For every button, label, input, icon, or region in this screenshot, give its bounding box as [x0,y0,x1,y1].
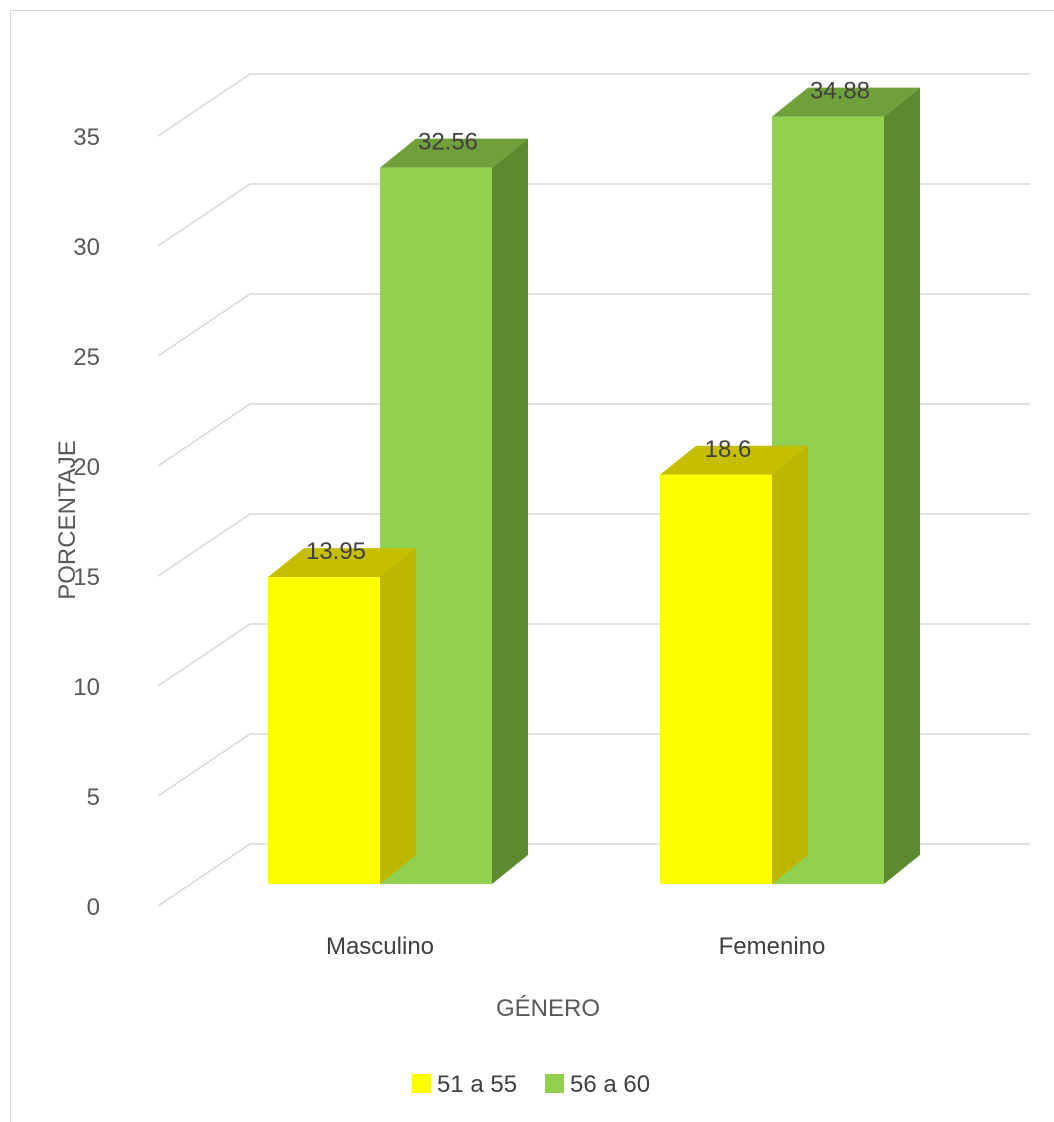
data-label: 18.6 [705,436,752,463]
gridline-diagonal [157,183,251,247]
bar-top [268,548,416,578]
y-tick-label: 0 [87,894,100,921]
bar [268,577,380,884]
gridline-diagonal [157,513,251,577]
data-label: 13.95 [306,538,366,565]
bar [660,474,772,884]
x-axis-categories: Masculino Femenino [326,933,825,960]
y-tick-label: 20 [73,454,100,481]
y-tick-label: 15 [73,564,100,591]
gridline-diagonal [157,733,251,797]
legend-label: 56 a 60 [570,1071,650,1098]
bar-side [772,445,808,884]
legend: 51 a 55 56 a 60 [412,1071,650,1098]
x-category-label: Masculino [326,933,434,960]
data-label: 32.56 [418,129,478,156]
bar-side [884,87,920,884]
data-labels: 32.56 13.95 34.88 18.6 [306,78,870,565]
bars [268,87,920,884]
x-axis-title: GÉNERO [496,995,600,1022]
bar-top [660,445,808,475]
gridline-diagonal [157,843,251,907]
data-label: 34.88 [810,78,870,105]
bar-side [380,548,416,884]
y-tick-label: 30 [73,234,100,261]
y-tick-label: 10 [73,674,100,701]
bar-top [380,138,528,168]
chart-frame [10,10,1054,1122]
gridline-diagonal [157,293,251,357]
y-axis-ticks: 0 5 10 15 20 25 30 35 [73,124,100,921]
gridline-diagonal [157,403,251,467]
bar-top [772,87,920,117]
gridline-diagonal [157,73,251,137]
y-axis-title: PORCENTAJE [54,440,81,600]
x-category-label: Femenino [719,933,826,960]
bar-side [492,138,528,884]
y-tick-label: 25 [73,344,100,371]
gridline-diagonal [157,623,251,687]
legend-label: 51 a 55 [437,1071,517,1098]
legend-swatch [545,1074,564,1093]
legend-swatch [412,1074,431,1093]
y-tick-label: 5 [87,784,100,811]
y-tick-label: 35 [73,124,100,151]
